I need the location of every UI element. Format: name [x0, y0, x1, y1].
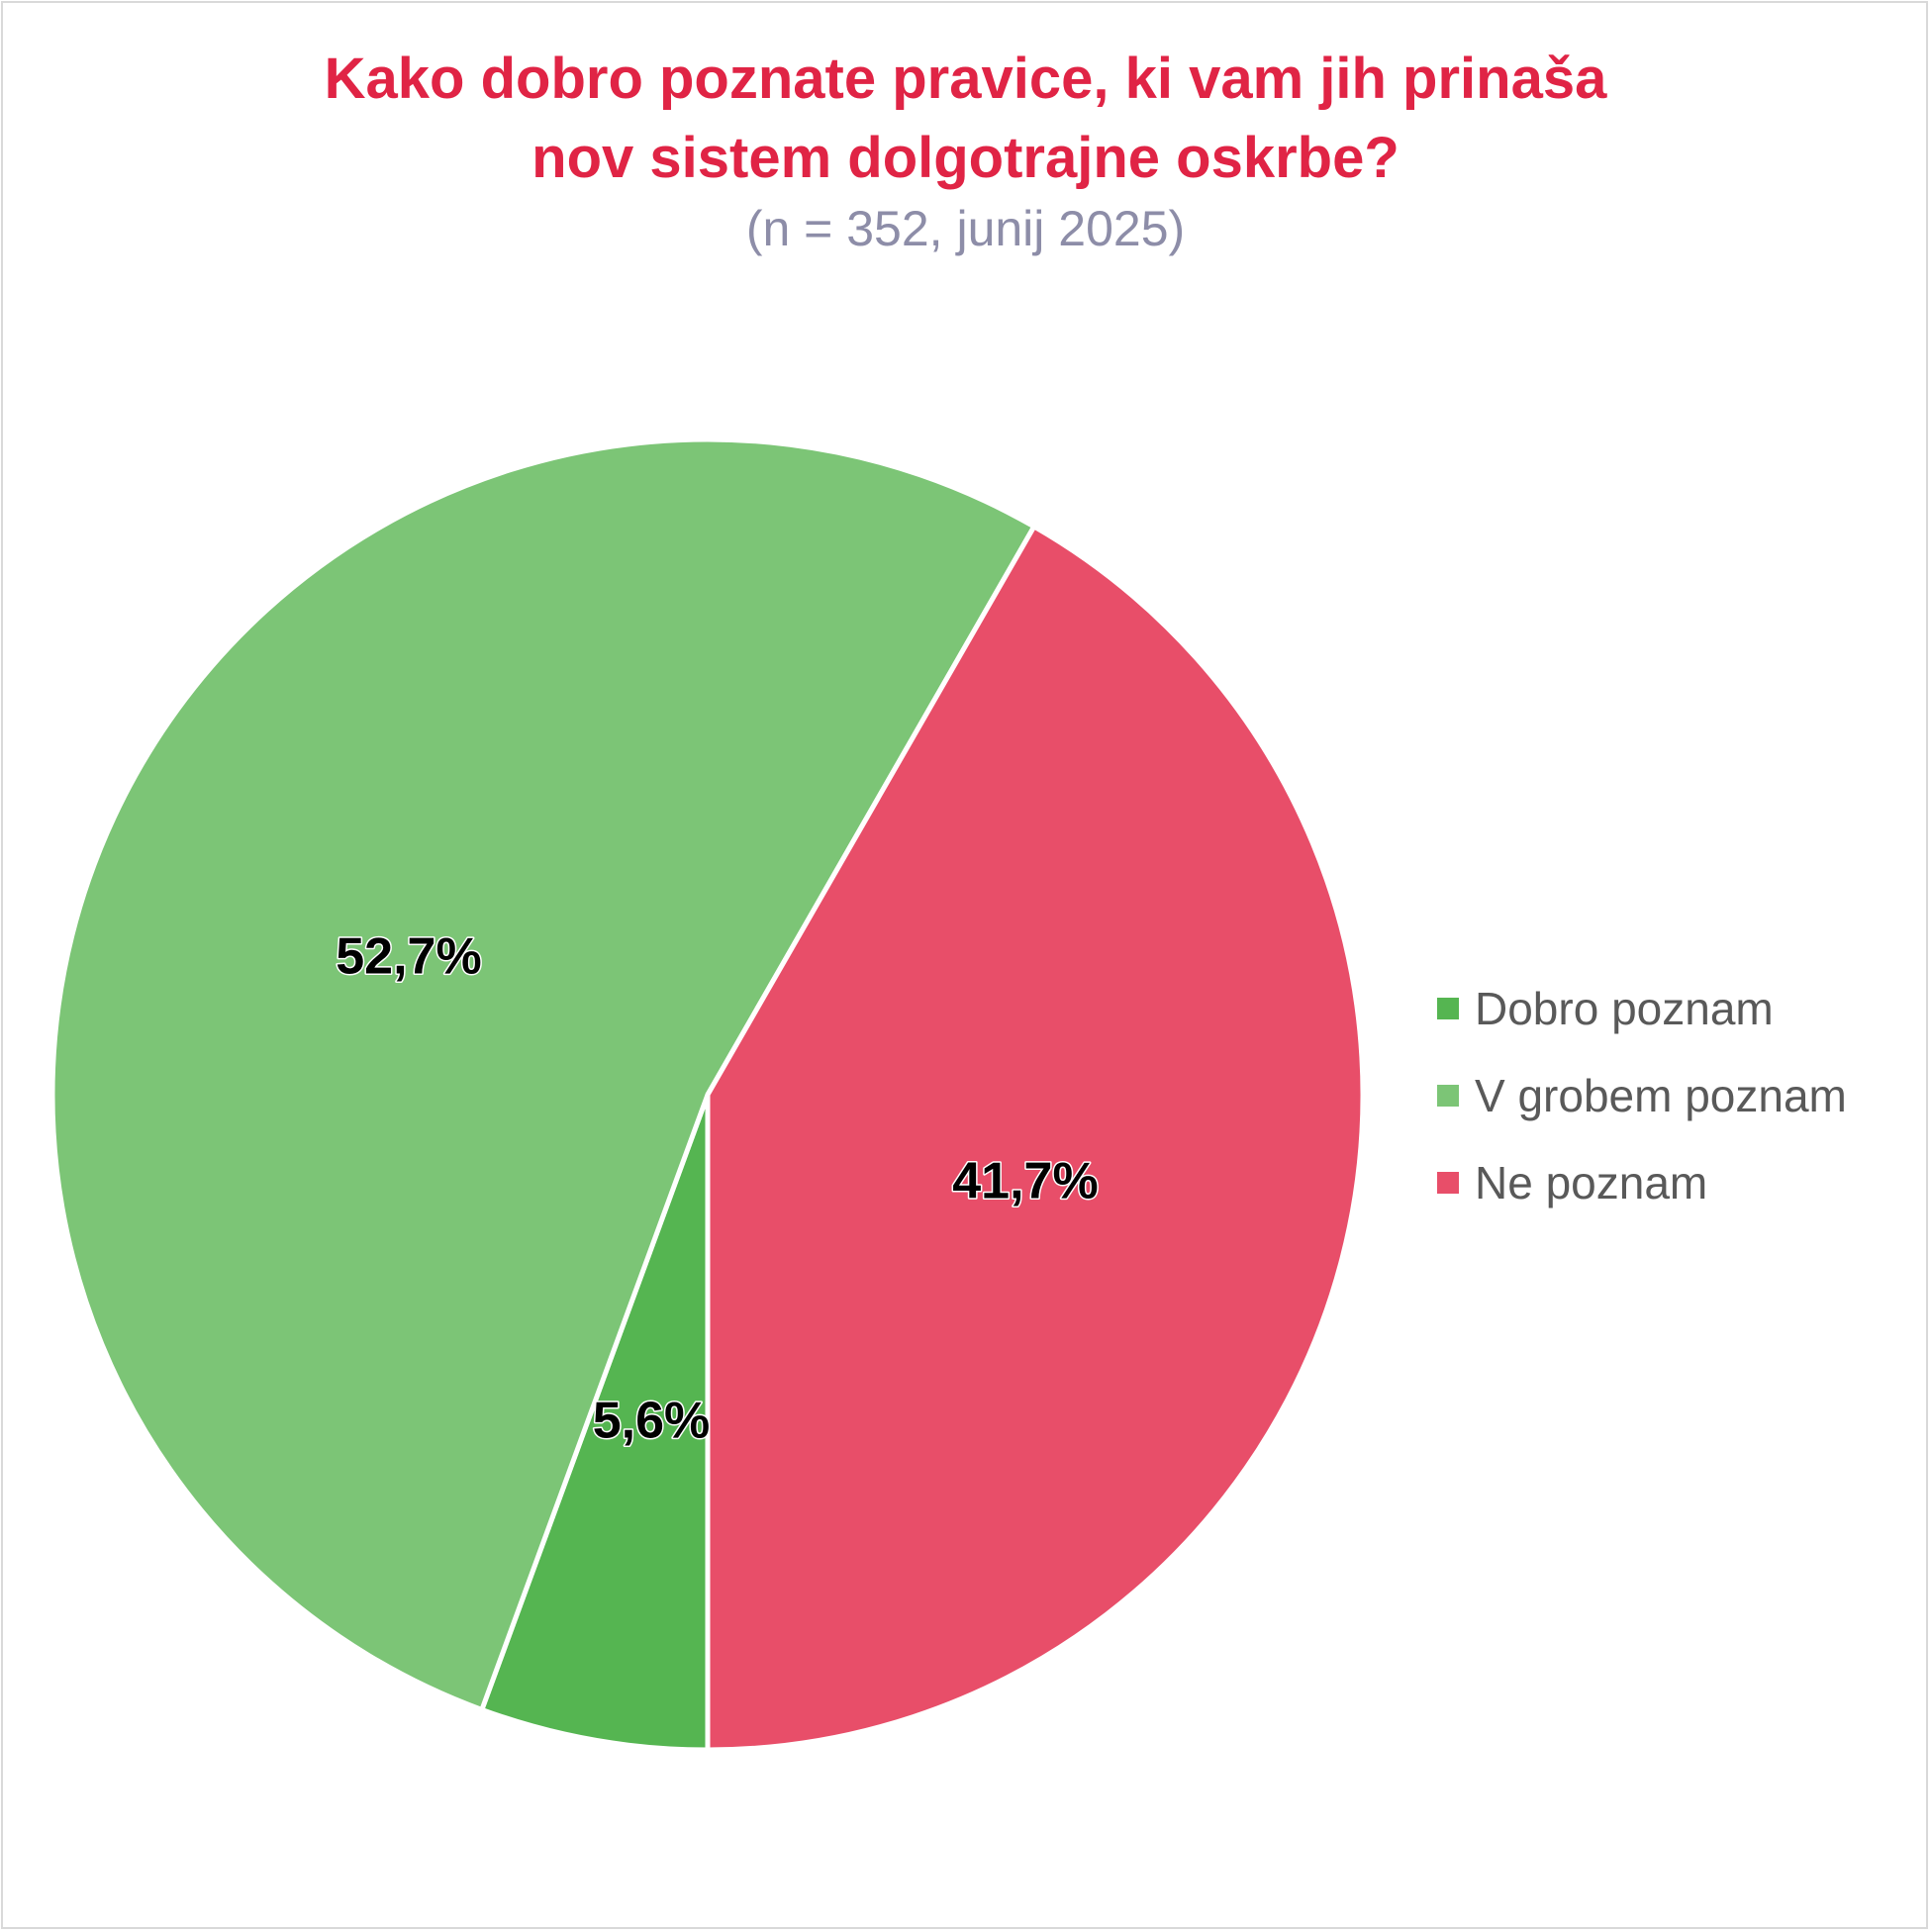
pie-slice-dobro-poznam [479, 1092, 711, 1753]
legend-label-dobro-poznam: Dobro poznam [1475, 983, 1774, 1034]
legend-swatch-dobro-poznam [1437, 998, 1459, 1019]
chart-title-line-2: nov sistem dolgotrajne oskrbe? [531, 126, 1400, 190]
legend-swatch-ne-poznam [1437, 1172, 1459, 1194]
pie-data-labels: 5,6% 52,7% 41,7% [335, 926, 1100, 1451]
legend-label-v-grobem-poznam: V grobem poznam [1475, 1070, 1847, 1121]
pie-slices [49, 436, 1366, 1753]
chart-subtitle: (n = 352, junij 2025) [745, 201, 1186, 256]
chart-title-line-1: Kako dobro poznate pravice, ki vam jih p… [324, 47, 1607, 111]
legend-item-dobro-poznam: Dobro poznam [1437, 965, 1912, 1052]
data-label-ne-poznam: 41,7% [952, 1153, 1098, 1210]
chart-title: Kako dobro poznate pravice, ki vam jih p… [0, 40, 1931, 198]
pie-slice-v-grobem-poznam [49, 436, 1037, 1712]
legend-item-v-grobem-poznam: V grobem poznam [1437, 1052, 1912, 1139]
data-label-dobro-poznam: 5,6% [593, 1393, 711, 1450]
legend-item-ne-poznam: Ne poznam [1437, 1139, 1912, 1226]
legend-swatch-v-grobem-poznam [1437, 1085, 1459, 1107]
data-label-v-grobem-poznam: 52,7% [336, 928, 481, 986]
pie-slice-ne-poznam [705, 524, 1366, 1753]
chart-legend: Dobro poznam V grobem poznam Ne poznam [1437, 965, 1912, 1226]
legend-label-ne-poznam: Ne poznam [1475, 1157, 1708, 1208]
